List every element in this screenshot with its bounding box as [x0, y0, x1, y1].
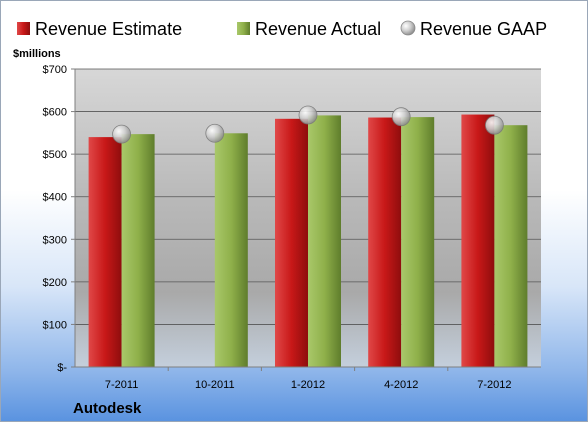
legend-label-revenue-gaap: Revenue GAAP: [420, 19, 547, 39]
bar-revenue-actual: [401, 117, 435, 367]
legend-label-revenue-estimate: Revenue Estimate: [35, 19, 182, 39]
bar-revenue-estimate: [88, 137, 122, 367]
y-tick-label: $200: [43, 277, 67, 289]
bar-revenue-estimate: [461, 114, 495, 368]
x-tick-label: 7-2012: [477, 379, 511, 391]
marker-revenue-gaap: [391, 107, 411, 127]
y-tick-label: $500: [43, 149, 67, 161]
y-tick-label: $100: [43, 319, 67, 331]
x-axis-ticks: 7-2011 10-2011 1-2012 4-2012 7-2012: [105, 367, 512, 391]
bars: [88, 114, 528, 368]
y-tick-label: $400: [43, 192, 67, 204]
y-axis-ticks: $- $100 $200 $300 $400 $500 $600 $700: [43, 64, 75, 374]
bar-revenue-estimate: [275, 118, 308, 368]
bar-revenue-actual: [494, 125, 528, 368]
x-tick-label: 10-2011: [195, 379, 235, 391]
y-tick-label: $300: [43, 234, 67, 246]
marker-revenue-gaap: [205, 123, 225, 143]
x-tick-label: 1-2012: [291, 379, 325, 391]
marker-revenue-gaap: [112, 124, 131, 144]
bar-revenue-actual: [214, 133, 248, 367]
marker-revenue-gaap: [484, 115, 504, 135]
company-label: Autodesk: [73, 400, 142, 417]
legend-swatch-revenue-estimate: [17, 22, 30, 35]
marker-revenue-gaap: [298, 105, 318, 125]
legend-label-revenue-actual: Revenue Actual: [255, 19, 381, 39]
y-tick-label: $700: [43, 64, 67, 76]
legend-swatch-revenue-gaap: [400, 20, 416, 36]
gaap-markers: [112, 105, 504, 144]
legend: Revenue Estimate Revenue Actual Revenue …: [17, 19, 547, 39]
y-tick-label: $-: [57, 362, 67, 374]
x-tick-label: 4-2012: [384, 379, 418, 391]
y-axis-label: $millions: [13, 48, 61, 60]
legend-swatch-revenue-actual: [237, 22, 250, 35]
x-tick-label: 7-2011: [105, 379, 138, 391]
bar-revenue-estimate: [368, 117, 402, 367]
bar-revenue-actual: [121, 134, 155, 367]
y-tick-label: $600: [43, 107, 67, 119]
bar-revenue-actual: [308, 115, 341, 367]
